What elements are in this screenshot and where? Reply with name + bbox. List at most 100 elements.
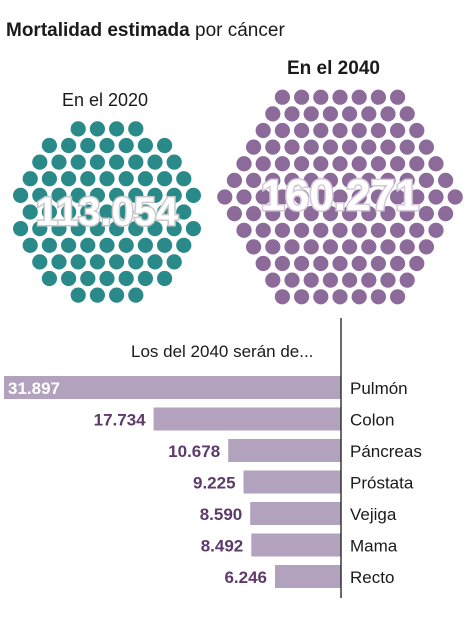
dot: [399, 206, 415, 222]
bar-value-label: 31.897: [8, 379, 60, 398]
dot: [438, 206, 454, 222]
dot: [294, 255, 310, 272]
dot: [322, 272, 338, 288]
dot: [361, 239, 377, 255]
dot: [147, 187, 163, 203]
dot: [322, 106, 338, 122]
dot: [303, 139, 319, 155]
dot: [274, 89, 290, 105]
dot: [185, 221, 201, 237]
dot: [361, 106, 377, 122]
dot: [32, 254, 48, 270]
dot: [109, 221, 125, 237]
bar: [228, 439, 341, 462]
dot: [236, 189, 252, 205]
dot: [185, 187, 201, 203]
dot: [322, 206, 338, 222]
dot: [89, 221, 105, 237]
dot: [342, 272, 358, 288]
dot: [51, 187, 67, 203]
dot: [246, 139, 262, 155]
dot: [13, 221, 29, 237]
bar-chart-subtitle: Los del 2040 serán de...: [131, 342, 314, 361]
bar-value-label: 8.590: [200, 505, 243, 524]
dot: [361, 139, 377, 155]
dot: [351, 122, 367, 139]
dot: [351, 255, 367, 272]
dot: [390, 255, 406, 272]
dot: [380, 139, 396, 155]
dot: [265, 172, 281, 188]
dot-circles: 113.054 160.271: [13, 89, 463, 305]
dot: [399, 272, 415, 288]
dot: [342, 206, 358, 222]
dot: [157, 171, 173, 187]
dot: [332, 189, 348, 205]
dot: [32, 187, 48, 203]
dot: [284, 206, 300, 222]
dot: [294, 156, 310, 172]
dot: [265, 206, 281, 222]
dot: [390, 222, 406, 238]
category-label: Páncreas: [350, 442, 422, 461]
chart-title: Mortalidad estimada por cáncer: [6, 20, 285, 42]
dot: [390, 289, 406, 305]
dot: [409, 189, 425, 205]
dot: [99, 237, 115, 253]
dot: [418, 239, 434, 255]
dot: [313, 255, 329, 272]
dot: [313, 189, 329, 205]
dot: [332, 255, 348, 272]
dot: [128, 221, 144, 237]
dot: [99, 137, 115, 154]
dot: [118, 204, 134, 220]
dot: [109, 121, 125, 137]
dot: [284, 239, 300, 255]
dot: [22, 204, 38, 220]
dot: [313, 156, 329, 172]
dot: [70, 221, 86, 237]
dot: [70, 287, 86, 303]
dot: [61, 237, 77, 253]
dot: [351, 156, 367, 172]
dot: [274, 122, 290, 139]
category-label: Mama: [350, 537, 398, 556]
category-label: Recto: [350, 568, 394, 587]
dot: [166, 187, 182, 203]
dot: [284, 272, 300, 288]
dot: [255, 156, 271, 172]
dot: [80, 137, 96, 154]
dot: [137, 204, 153, 220]
dot: [409, 255, 425, 272]
dot: [80, 204, 96, 220]
dot: [176, 204, 192, 220]
dot: [342, 239, 358, 255]
bar: [4, 376, 341, 399]
dot: [80, 270, 96, 287]
dot: [294, 222, 310, 238]
dot: [399, 239, 415, 255]
bar: [275, 565, 341, 588]
dot: [447, 189, 463, 205]
dot: [166, 221, 182, 237]
dot: [32, 221, 48, 237]
dot: [313, 289, 329, 305]
dot: [89, 121, 105, 137]
title-rest: por cáncer: [195, 20, 285, 41]
dot: [390, 156, 406, 172]
title-bold: Mortalidad estimada: [6, 20, 190, 41]
dot: [13, 187, 29, 203]
dot: [399, 139, 415, 155]
dot: [51, 154, 67, 170]
dot: [370, 122, 386, 139]
dot: [89, 154, 105, 170]
dot: [370, 289, 386, 305]
dot: [109, 254, 125, 270]
dot: [390, 122, 406, 139]
dot: [157, 270, 173, 287]
category-label: Vejiga: [350, 505, 397, 524]
dot: [109, 187, 125, 203]
dot: [418, 206, 434, 222]
dot: [409, 122, 425, 139]
dot: [332, 222, 348, 238]
